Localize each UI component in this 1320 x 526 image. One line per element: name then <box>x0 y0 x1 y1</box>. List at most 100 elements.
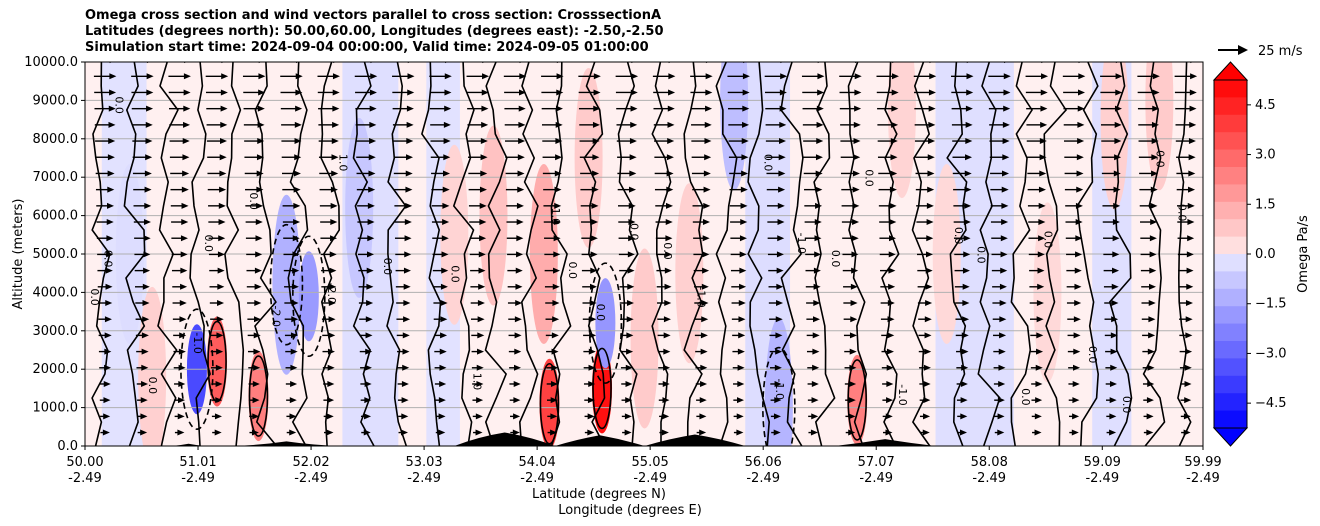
x-tick-label-lat: 59.99 <box>1184 455 1221 470</box>
wind-vector-head <box>773 429 781 436</box>
x-tick-label-lat: 51.01 <box>179 455 216 470</box>
wind-vectors <box>93 62 1198 436</box>
colorbar-tick-label: 0.0 <box>1255 247 1276 262</box>
wind-vector-head <box>629 154 637 161</box>
wind-vector-head <box>292 251 300 258</box>
wind-vector-head <box>630 89 638 96</box>
wind-vector-head <box>477 300 485 307</box>
wind-vector-head <box>405 170 413 177</box>
contour-label: 0.0 <box>101 250 114 268</box>
wind-vector-head <box>852 186 860 193</box>
wind-vector-head <box>438 429 446 436</box>
wind-vector-head <box>553 219 561 226</box>
terrain-hill <box>230 441 343 446</box>
wind-vector-head <box>625 364 633 371</box>
wind-vector-head <box>1110 332 1118 339</box>
wind-vector-head <box>964 202 972 209</box>
wind-vector-head <box>331 170 339 177</box>
wind-vector-head <box>1072 380 1080 387</box>
wind-vector-head <box>255 235 263 242</box>
wind-vector-head <box>741 154 749 161</box>
x-axis: 50.00-2.4951.01-2.4952.02-2.4953.03-2.49… <box>66 446 1222 486</box>
wind-vector-head <box>481 89 489 96</box>
wind-vector-head <box>477 348 485 355</box>
wind-vector-head <box>406 105 414 112</box>
wind-vector-head <box>775 316 783 323</box>
wind-vector-head <box>926 219 934 226</box>
wind-vector-head <box>219 186 227 193</box>
wind-vector-head <box>1152 105 1160 112</box>
wind-vector-head <box>1039 138 1047 145</box>
wind-vector-head <box>552 300 560 307</box>
wind-vector-head <box>1147 348 1155 355</box>
wind-vector-head <box>1075 219 1083 226</box>
wind-vector-head <box>593 73 601 80</box>
wind-vector-head <box>291 316 299 323</box>
wind-vector-head <box>1186 251 1194 258</box>
wind-vector-head <box>702 219 710 226</box>
colorbar-segment <box>1214 219 1247 238</box>
wind-vector-head <box>1113 202 1121 209</box>
x-tick-label-lon: -2.49 <box>68 471 102 486</box>
wind-vector-head <box>814 251 822 258</box>
colorbar-segment <box>1214 393 1247 412</box>
contour-line <box>189 62 211 446</box>
wind-vector-head <box>406 138 414 145</box>
y-tick-label: 3000.0 <box>33 324 79 339</box>
contour-negative <box>292 235 326 358</box>
wind-vector-head <box>146 73 154 80</box>
wind-vector-head <box>929 73 937 80</box>
wind-vector-head <box>477 332 485 339</box>
wind-vector-head <box>852 202 860 209</box>
omega-cell <box>675 183 704 364</box>
wind-vector-head <box>592 170 600 177</box>
wind-vector-head <box>107 186 115 193</box>
wind-vector-head <box>258 89 266 96</box>
wind-vector-head <box>1000 267 1008 274</box>
wind-vector-head <box>515 267 523 274</box>
contour-positive <box>592 347 612 430</box>
wind-vector-head <box>441 267 449 274</box>
y-tick-label: 8000.0 <box>33 132 79 147</box>
wind-vector-head <box>815 154 823 161</box>
wind-vector-head <box>369 121 377 128</box>
wind-vector-head <box>1148 332 1156 339</box>
wind-vector-head <box>476 380 484 387</box>
wind-vector-head <box>218 235 226 242</box>
wind-vector-head <box>441 235 449 242</box>
wind-vector-head <box>478 251 486 258</box>
wind-vector-head <box>1111 283 1119 290</box>
wind-vector-head <box>1150 202 1158 209</box>
colorbar-segment <box>1214 149 1247 168</box>
wind-vector-head <box>479 235 487 242</box>
colorbar-segment <box>1214 236 1247 255</box>
wind-vector-head <box>965 105 973 112</box>
wind-vector-head <box>438 397 446 404</box>
wind-vector-head <box>848 413 856 420</box>
wind-vector-head <box>516 202 524 209</box>
wind-vector-head <box>551 364 559 371</box>
wind-vector-head <box>625 380 633 387</box>
wind-key: 25 m/s <box>1218 44 1303 59</box>
wind-vector-head <box>1187 235 1195 242</box>
wind-vector-head <box>890 170 898 177</box>
wind-vector-head <box>1040 105 1048 112</box>
colorbar-extend-bottom <box>1212 427 1249 447</box>
wind-vector-head <box>518 138 526 145</box>
wind-vector-head <box>590 251 598 258</box>
wind-vector-head <box>1114 121 1122 128</box>
wind-vector-head <box>364 397 372 404</box>
y-tick-label: 6000.0 <box>33 209 79 224</box>
wind-vector-head <box>589 332 597 339</box>
wind-vector-head <box>291 283 299 290</box>
wind-vector-head <box>364 413 372 420</box>
wind-vector-head <box>961 364 969 371</box>
x-tick-label-lat: 54.04 <box>519 455 556 470</box>
wind-vector-head <box>588 348 596 355</box>
wind-vector-head <box>514 316 522 323</box>
wind-vector-head <box>181 202 189 209</box>
wind-vector-head <box>886 380 894 387</box>
wind-vector-head <box>815 170 823 177</box>
colorbar: 4.5 3.0 1.5 0.0 −1.5 −3.0 −4.5 <box>1212 61 1287 447</box>
wind-vector-head <box>887 316 895 323</box>
